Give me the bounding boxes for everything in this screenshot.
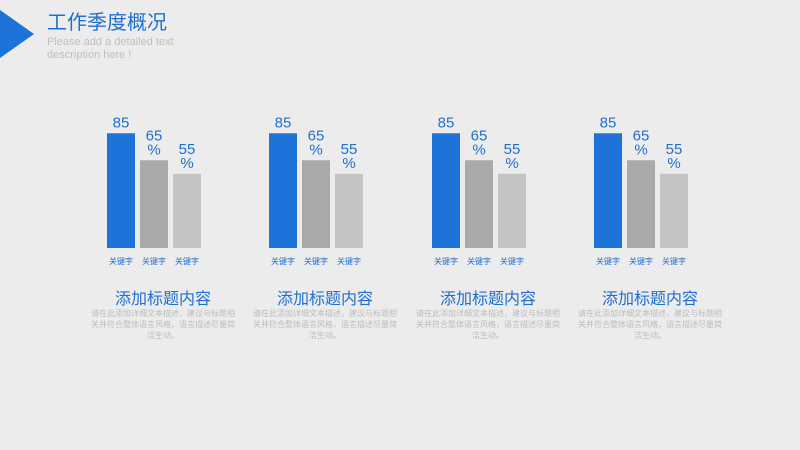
bar-3 [660, 173, 688, 248]
bar-1 [594, 133, 622, 248]
panel-description: 请在此添加详细文本描述，建议与标题相关并符合整体语言风格，语言描述尽量简洁生动。 [91, 309, 235, 340]
corner-triangle-decoration [0, 10, 34, 58]
bar-2 [627, 160, 655, 248]
bar-chart-2: 85 关键字 65 % 关键字 55 % 关键字 [269, 114, 363, 266]
category-label-2: 关键字 [629, 256, 653, 266]
category-label-1: 关键字 [434, 256, 458, 266]
value-label-1: 85 [600, 114, 617, 131]
page-title: 工作季度概况 [47, 12, 167, 34]
bar-2 [465, 160, 493, 248]
category-label-2: 关键字 [142, 256, 166, 266]
category-label-1: 关键字 [596, 256, 620, 266]
chart-panel-2: 85 关键字 65% 关键字 55% 关键字 添加标题内容 请在此添加详细文本描述，建议与… [250, 100, 400, 360]
bar-3 [335, 173, 363, 248]
value-label-2: 65% [308, 127, 325, 158]
bar-chart-1: 85 关键字 65 % 关键字 55 % 关键字 [107, 114, 201, 266]
panel-title: 添加标题内容 [601, 291, 698, 308]
category-label-3: 关键字 [500, 256, 524, 266]
value-label-3: 55% [666, 141, 683, 172]
value-label-1: 85 [275, 114, 292, 131]
panel-description: 请在此添加详细文本描述，建议与标题相关并符合整体语言风格，语言描述尽量简洁生动。 [253, 309, 397, 340]
bar-3 [173, 173, 201, 248]
chart-panel-4: 85 关键字 65% 关键字 55% 关键字 添加标题内容 请在此添加详细文本描述，建议与… [575, 100, 725, 360]
category-label-3: 关键字 [662, 256, 686, 266]
panel-title: 添加标题内容 [439, 291, 536, 308]
category-label-1: 关键字 [109, 256, 133, 266]
value-label-3: 55% [179, 141, 196, 172]
bar-3 [498, 173, 526, 248]
category-label-1: 关键字 [271, 256, 295, 266]
header: 工作季度概况 Please add a detailed text descri… [47, 10, 197, 62]
value-label-2: 65% [471, 127, 488, 158]
value-label-1: 85 [113, 114, 130, 131]
bar-1 [269, 133, 297, 248]
category-label-2: 关键字 [304, 256, 328, 266]
panel-title: 添加标题内容 [276, 291, 373, 308]
bar-2 [302, 160, 330, 248]
category-label-2: 关键字 [467, 256, 491, 266]
panel-description: 请在此添加详细文本描述，建议与标题相关并符合整体语言风格，语言描述尽量简洁生动。 [416, 309, 560, 340]
page-subtitle: Please add a detailed text description h… [47, 36, 174, 61]
panel-description: 请在此添加详细文本描述，建议与标题相关并符合整体语言风格，语言描述尽量简洁生动。 [578, 309, 722, 340]
bar-2 [140, 160, 168, 248]
value-label-2: 65% [633, 127, 650, 158]
value-label-1: 85 [438, 114, 455, 131]
chart-panel-1: 85 关键字 65% 关键字 55% 关键字 添加标题内容 请在此添加详细文本描述，建议与… [88, 100, 238, 360]
bar-1 [107, 133, 135, 248]
bar-1 [432, 133, 460, 248]
value-label-3: 55% [341, 141, 358, 172]
value-label-2: 65% [146, 127, 163, 158]
bar-chart-4: 85 关键字 65 % 关键字 55 % 关键字 [594, 114, 688, 266]
chart-panel-3: 85 关键字 65% 关键字 55% 关键字 添加标题内容 请在此添加详细文本描述，建议与… [413, 100, 563, 360]
category-label-3: 关键字 [175, 256, 199, 266]
bar-chart-3: 85 关键字 65 % 关键字 55 % 关键字 [432, 114, 526, 266]
panel-title: 添加标题内容 [114, 291, 211, 308]
value-label-3: 55% [504, 141, 521, 172]
category-label-3: 关键字 [337, 256, 361, 266]
